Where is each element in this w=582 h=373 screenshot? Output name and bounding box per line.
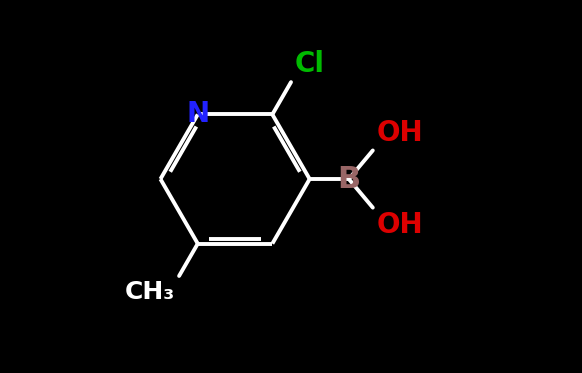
Text: Cl: Cl <box>294 50 325 78</box>
Text: OH: OH <box>377 119 423 147</box>
Text: OH: OH <box>377 211 423 239</box>
Text: N: N <box>186 100 210 128</box>
Text: B: B <box>337 164 360 194</box>
Text: CH₃: CH₃ <box>125 280 175 304</box>
